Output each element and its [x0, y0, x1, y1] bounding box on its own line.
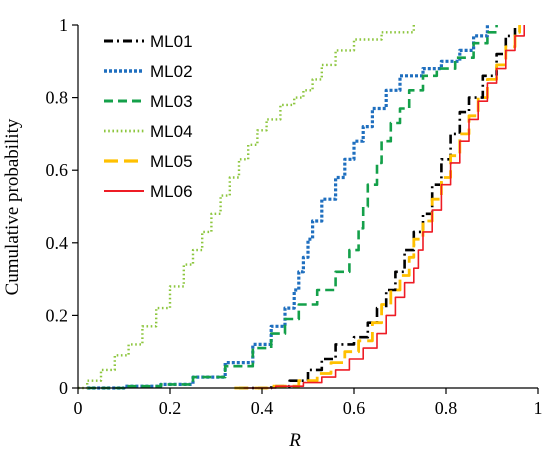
y-ticks: 0 0.2 0.4 0.6 0.8 1 — [46, 15, 78, 398]
y-tick-label: 0.4 — [46, 233, 69, 253]
x-axis-title: R — [288, 430, 301, 451]
legend-label-ml02: ML02 — [150, 62, 193, 81]
y-tick-label: 0 — [59, 378, 68, 398]
legend-label-ml06: ML06 — [150, 182, 193, 201]
x-tick-label: 0.4 — [251, 398, 274, 418]
x-tick-label: 0.6 — [343, 398, 366, 418]
y-tick-label: 1 — [59, 15, 68, 35]
series-line-ml04 — [78, 25, 415, 390]
legend: ML01 ML02 ML03 ML04 ML05 ML06 — [104, 32, 193, 201]
legend-label-ml01: ML01 — [150, 32, 193, 51]
plot-area — [78, 25, 525, 390]
x-tick-label: 0.8 — [435, 398, 458, 418]
x-tick-label: 0.2 — [159, 398, 182, 418]
x-tick-label: 1 — [534, 398, 543, 418]
series-line-ml05 — [234, 25, 521, 390]
y-tick-label: 0.6 — [46, 160, 69, 180]
axes — [77, 25, 538, 389]
x-ticks: 0 0.2 0.4 0.6 0.8 1 — [74, 388, 543, 418]
series-line-ml03 — [87, 25, 498, 390]
legend-label-ml04: ML04 — [150, 122, 193, 141]
series-line-ml02 — [87, 25, 489, 390]
legend-label-ml05: ML05 — [150, 152, 193, 171]
y-tick-label: 0.2 — [46, 305, 69, 325]
legend-label-ml03: ML03 — [150, 92, 193, 111]
series-line-ml06 — [243, 25, 525, 389]
y-tick-label: 0.8 — [46, 88, 69, 108]
y-axis-title: Cumulative probability — [2, 118, 23, 295]
x-tick-label: 0 — [74, 398, 83, 418]
